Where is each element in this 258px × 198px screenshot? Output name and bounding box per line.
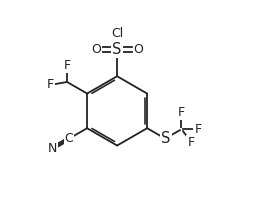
Text: O: O: [134, 43, 143, 56]
Text: O: O: [91, 43, 101, 56]
Text: F: F: [64, 59, 71, 72]
Text: F: F: [187, 136, 195, 149]
Text: F: F: [194, 123, 201, 136]
Text: Cl: Cl: [111, 27, 123, 40]
Text: F: F: [46, 78, 53, 91]
Text: C: C: [65, 132, 74, 145]
Text: N: N: [47, 142, 57, 155]
Text: S: S: [112, 42, 122, 57]
Text: F: F: [178, 107, 185, 119]
Text: S: S: [161, 131, 171, 146]
